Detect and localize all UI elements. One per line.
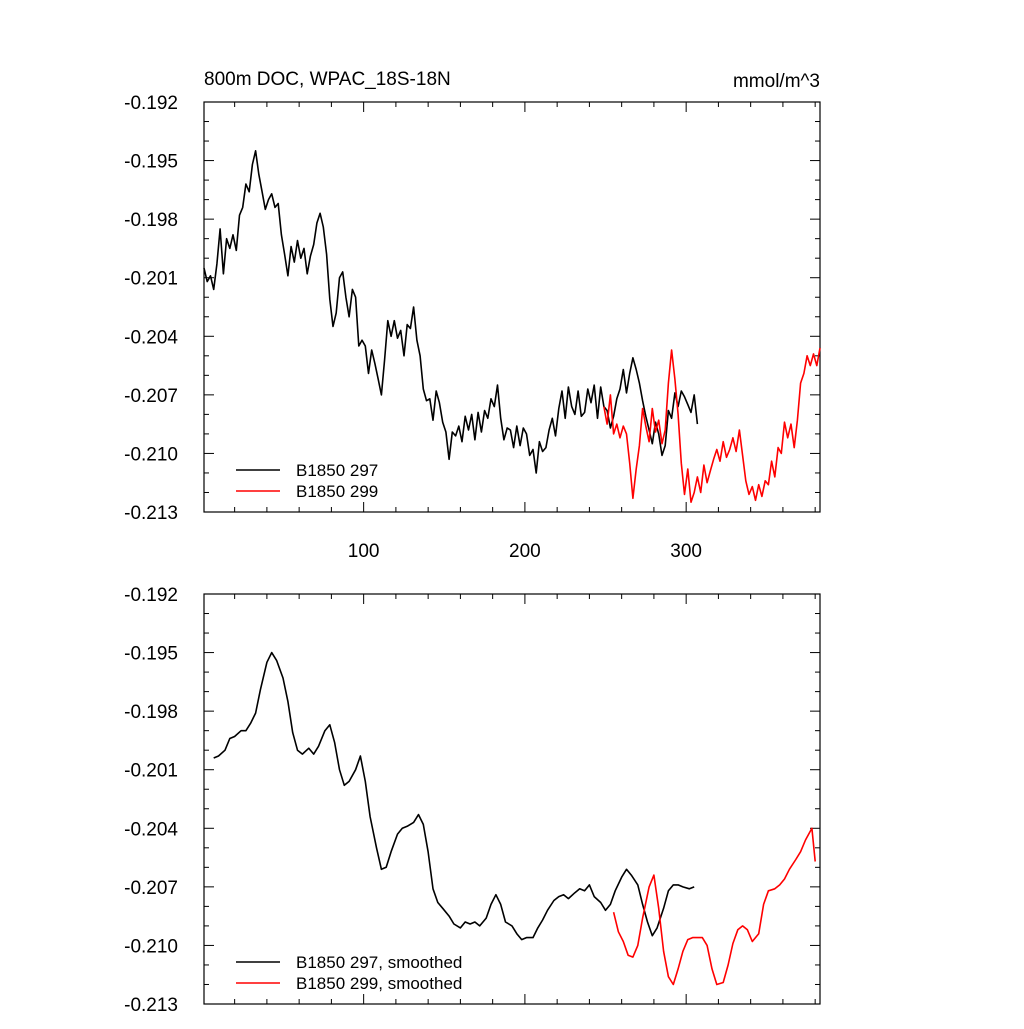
y-tick-label: -0.213 (124, 995, 178, 1016)
x-tick-label: 100 (348, 541, 380, 562)
y-tick-label: -0.195 (124, 644, 178, 665)
legend-label: B1850 297, smoothed (296, 953, 462, 972)
series-line (612, 827, 816, 986)
plot-frame (203, 101, 821, 513)
y-tick-label: -0.192 (124, 585, 178, 606)
y-tick-label: -0.198 (124, 210, 178, 231)
y-tick-label: -0.213 (124, 503, 178, 524)
y-tick-label: -0.210 (124, 444, 178, 465)
series-line (213, 651, 695, 941)
y-tick-label: -0.192 (124, 93, 178, 114)
units-label: mmol/m^3 (733, 71, 820, 92)
y-tick-label: -0.201 (124, 269, 178, 290)
y-tick-label: -0.198 (124, 702, 178, 723)
legend-label: B1850 299, smoothed (296, 974, 462, 993)
bottom-panel: -0.192 -0.195 -0.198 -0.201 -0.204 -0.207 -0.2… (124, 585, 821, 1016)
series-line (203, 150, 699, 474)
legend-label: B1850 297 (296, 461, 378, 480)
plot-frame (203, 593, 821, 1005)
plot-title: 800m DOC, WPAC_18S-18N (204, 69, 451, 90)
top-panel: -0.192 -0.195 -0.198 -0.201 -0.204 -0.207 -0.2… (124, 93, 821, 562)
legend-label: B1850 299 (296, 482, 378, 501)
y-tick-label: -0.204 (124, 327, 178, 348)
series-line (603, 347, 821, 504)
y-tick-label: -0.195 (124, 152, 178, 173)
y-tick-label: -0.201 (124, 761, 178, 782)
y-tick-label: -0.204 (124, 819, 178, 840)
x-tick-label: 300 (670, 541, 702, 562)
y-tick-label: -0.207 (124, 386, 178, 407)
y-tick-label: -0.207 (124, 878, 178, 899)
x-tick-label: 200 (509, 541, 541, 562)
y-tick-label: -0.210 (124, 936, 178, 957)
